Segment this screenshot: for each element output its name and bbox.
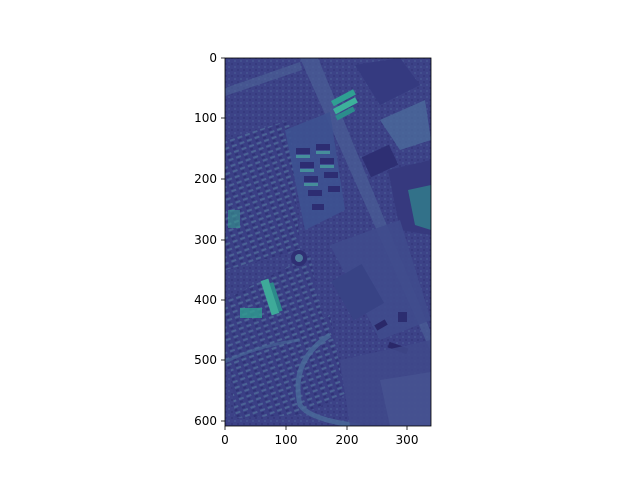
image-frame <box>224 57 432 427</box>
y-axis: 0 100 200 300 400 500 600 <box>194 51 225 428</box>
x-tick-label: 200 <box>336 433 359 447</box>
y-tick-label: 100 <box>194 111 217 125</box>
y-tick: 200 <box>194 172 225 186</box>
y-tick: 300 <box>194 233 225 247</box>
y-tick-label: 500 <box>194 353 217 367</box>
y-tick-label: 0 <box>209 51 217 65</box>
y-tick: 400 <box>194 293 225 307</box>
y-tick-label: 400 <box>194 293 217 307</box>
x-tick: 300 <box>396 426 419 447</box>
x-tick: 0 <box>221 426 229 447</box>
x-tick: 200 <box>336 426 359 447</box>
y-tick: 0 <box>209 51 225 65</box>
y-tick-label: 600 <box>194 414 217 428</box>
x-tick-label: 300 <box>396 433 419 447</box>
y-tick: 600 <box>194 414 225 428</box>
satellite-band-image <box>225 58 431 426</box>
x-tick-label: 100 <box>275 433 298 447</box>
y-tick-label: 200 <box>194 172 217 186</box>
x-tick: 100 <box>275 426 298 447</box>
y-tick: 100 <box>194 111 225 125</box>
y-tick-label: 300 <box>194 233 217 247</box>
y-tick: 500 <box>194 353 225 367</box>
x-tick-label: 0 <box>221 433 229 447</box>
x-axis: 0 100 200 300 <box>221 426 418 447</box>
